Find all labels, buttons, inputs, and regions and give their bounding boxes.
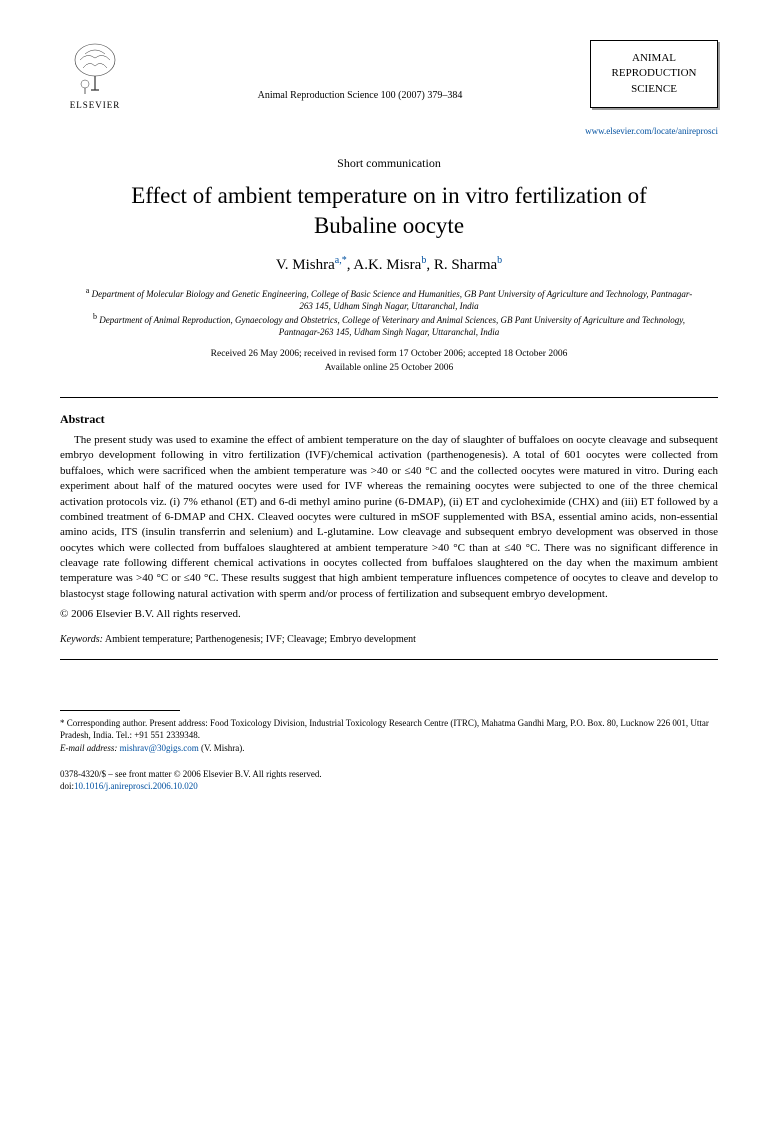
keywords-text: Ambient temperature; Parthenogenesis; IV… [103,634,416,645]
journal-url[interactable]: www.elsevier.com/locate/anireprosci [60,126,718,136]
author-1: V. Mishra [276,257,335,273]
affiliation-b-sup: b [93,312,97,321]
doi-line: doi:10.1016/j.anireprosci.2006.10.020 [60,780,718,792]
author-2: A.K. Misra [353,257,421,273]
journal-title-box: ANIMAL REPRODUCTION SCIENCE [590,40,718,108]
corresponding-author: * Corresponding author. Present address:… [60,717,718,741]
affiliation-b: Department of Animal Reproduction, Gynae… [99,315,685,337]
keywords-label: Keywords: [60,634,103,645]
journal-reference: Animal Reproduction Science 100 (2007) 3… [130,40,590,101]
article-dates: Received 26 May 2006; received in revise… [60,348,718,375]
available-date: Available online 25 October 2006 [60,362,718,375]
divider-bottom [60,659,718,660]
received-date: Received 26 May 2006; received in revise… [60,348,718,361]
divider-top [60,397,718,398]
author-3-sup: b [497,255,502,266]
doi-label: doi: [60,781,74,791]
author-1-sup: a,* [335,255,347,266]
footer: 0378-4320/$ – see front matter © 2006 El… [60,768,718,792]
journal-box-line3: SCIENCE [599,82,709,97]
abstract-text: The present study was used to examine th… [60,433,718,602]
abstract-body: The present study was used to examine th… [60,433,718,602]
affiliations: a Department of Molecular Biology and Ge… [80,286,698,339]
doi-link[interactable]: 10.1016/j.anireprosci.2006.10.020 [74,781,198,791]
journal-box-line1: ANIMAL [599,51,709,66]
abstract-copyright: © 2006 Elsevier B.V. All rights reserved… [60,608,718,620]
author-3: R. Sharma [434,257,497,273]
elsevier-tree-icon [65,40,125,98]
journal-box-line2: REPRODUCTION [599,66,709,81]
keywords: Keywords: Ambient temperature; Parthenog… [60,634,718,645]
abstract-heading: Abstract [60,412,718,427]
footnote: * Corresponding author. Present address:… [60,717,718,753]
email-link[interactable]: mishrav@30gigs.com [120,743,199,753]
header-row: ELSEVIER Animal Reproduction Science 100… [60,40,718,118]
footnote-rule [60,710,180,711]
author-2-sup: b [421,255,426,266]
article-type: Short communication [60,156,718,171]
page-container: ELSEVIER Animal Reproduction Science 100… [0,0,778,822]
affiliation-a: Department of Molecular Biology and Gene… [92,289,693,311]
article-title: Effect of ambient temperature on in vitr… [100,181,678,241]
authors: V. Mishraa,*, A.K. Misrab, R. Sharmab [60,255,718,274]
email-line: E-mail address: mishrav@30gigs.com (V. M… [60,742,718,754]
elsevier-logo: ELSEVIER [60,40,130,118]
affiliation-a-sup: a [86,286,90,295]
issn-line: 0378-4320/$ – see front matter © 2006 El… [60,768,718,780]
email-label: E-mail address: [60,743,117,753]
publisher-name: ELSEVIER [70,100,121,110]
email-who: (V. Mishra). [201,743,245,753]
